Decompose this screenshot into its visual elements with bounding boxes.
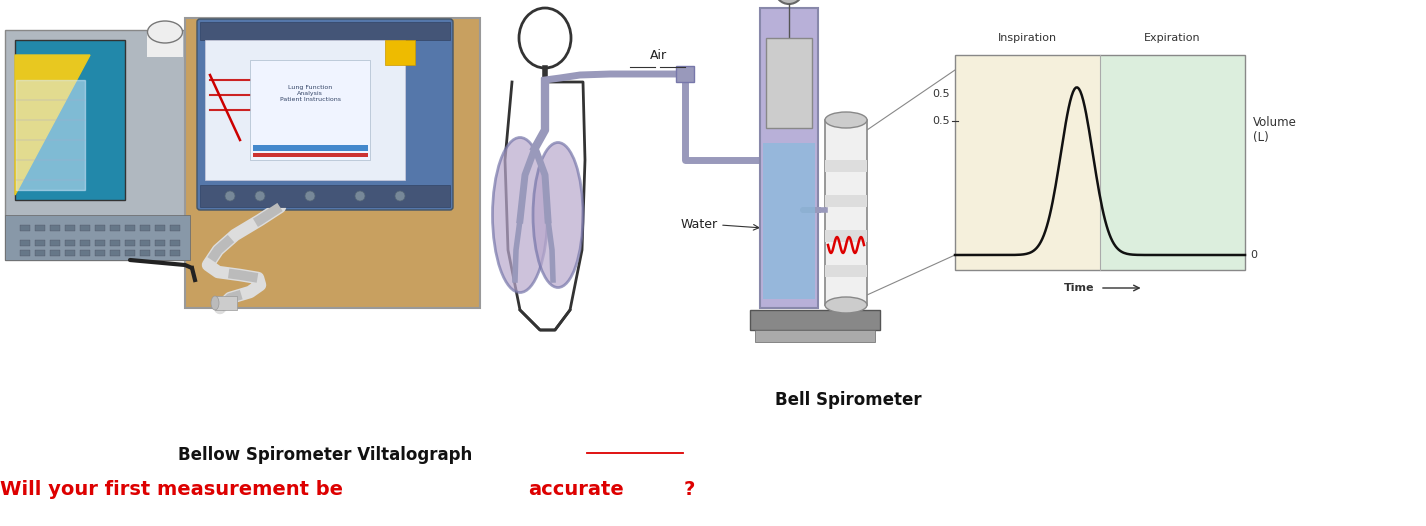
Bar: [96, 240, 106, 246]
Text: Inspiration: Inspiration: [998, 33, 1057, 43]
Bar: [36, 250, 46, 256]
Bar: [110, 240, 120, 246]
Bar: [80, 225, 90, 231]
Circle shape: [395, 191, 405, 201]
Ellipse shape: [826, 112, 867, 128]
Bar: [66, 250, 76, 256]
Bar: [140, 250, 150, 256]
Text: accurate: accurate: [528, 480, 623, 499]
Bar: [20, 240, 30, 246]
Circle shape: [305, 191, 315, 201]
Bar: [760, 8, 819, 308]
Bar: [110, 250, 120, 256]
Bar: [20, 250, 30, 256]
Ellipse shape: [492, 137, 548, 292]
Bar: [185, 18, 481, 308]
Text: Bell Spirometer: Bell Spirometer: [776, 391, 921, 409]
Ellipse shape: [826, 297, 867, 313]
Text: Expiration: Expiration: [1144, 33, 1201, 43]
Bar: [80, 240, 90, 246]
Bar: [36, 240, 46, 246]
Bar: [6, 215, 190, 260]
Bar: [96, 225, 106, 231]
Circle shape: [774, 0, 803, 4]
Bar: [170, 240, 180, 246]
Bar: [125, 225, 135, 231]
Polygon shape: [16, 80, 86, 190]
Text: Air: Air: [649, 49, 666, 62]
Text: Will your first measurement be: Will your first measurement be: [0, 480, 349, 499]
Bar: [763, 143, 816, 299]
Bar: [125, 250, 135, 256]
Bar: [96, 250, 106, 256]
Bar: [6, 30, 190, 260]
Bar: [676, 66, 694, 82]
Bar: [170, 225, 180, 231]
Bar: [955, 55, 1099, 270]
Bar: [252, 145, 368, 151]
Bar: [826, 120, 867, 305]
Text: 0.5: 0.5: [933, 89, 950, 99]
Polygon shape: [16, 55, 90, 195]
Bar: [140, 225, 150, 231]
Text: Water: Water: [680, 218, 719, 231]
Text: Time: Time: [1064, 283, 1094, 293]
Bar: [20, 225, 30, 231]
Bar: [155, 250, 165, 256]
Bar: [826, 230, 867, 242]
Bar: [36, 225, 46, 231]
Ellipse shape: [519, 8, 570, 68]
Circle shape: [355, 191, 365, 201]
Bar: [754, 330, 876, 342]
Bar: [155, 240, 165, 246]
Circle shape: [225, 191, 235, 201]
Bar: [155, 225, 165, 231]
FancyBboxPatch shape: [197, 19, 453, 210]
Text: Volume
(L): Volume (L): [1253, 116, 1296, 144]
Bar: [66, 240, 76, 246]
Text: ?: ?: [683, 480, 694, 499]
Bar: [826, 265, 867, 277]
Bar: [252, 153, 368, 157]
Bar: [385, 40, 415, 65]
Bar: [50, 240, 60, 246]
Bar: [955, 55, 1245, 270]
Ellipse shape: [211, 296, 220, 310]
Bar: [215, 296, 237, 310]
Bar: [205, 40, 405, 180]
Text: Bellow Spirometer Viltalograph: Bellow Spirometer Viltalograph: [178, 446, 472, 464]
Ellipse shape: [147, 21, 183, 43]
Bar: [80, 250, 90, 256]
Bar: [50, 250, 60, 256]
Text: 0.5: 0.5: [933, 116, 950, 126]
Text: Lung Function
Analysis
Patient Instructions: Lung Function Analysis Patient Instructi…: [279, 85, 341, 102]
Bar: [16, 40, 125, 200]
Ellipse shape: [533, 143, 583, 288]
Bar: [826, 195, 867, 207]
Bar: [200, 22, 451, 40]
Bar: [250, 60, 369, 160]
Bar: [170, 250, 180, 256]
Circle shape: [255, 191, 265, 201]
Bar: [766, 38, 811, 128]
Bar: [147, 32, 183, 57]
Bar: [826, 160, 867, 172]
Bar: [1099, 55, 1245, 270]
Bar: [140, 240, 150, 246]
Text: 0: 0: [1251, 250, 1256, 260]
Bar: [200, 185, 451, 207]
Bar: [750, 310, 880, 330]
Bar: [66, 225, 76, 231]
Bar: [125, 240, 135, 246]
Bar: [50, 225, 60, 231]
Bar: [110, 225, 120, 231]
